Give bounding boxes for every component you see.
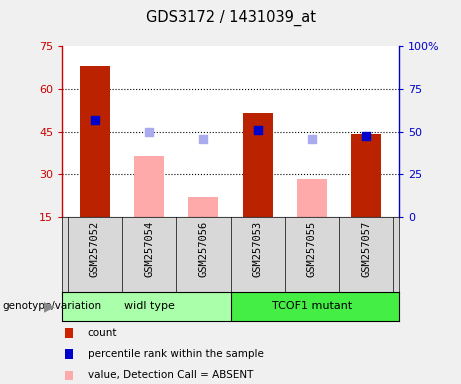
- Text: widl type: widl type: [124, 301, 175, 311]
- Text: percentile rank within the sample: percentile rank within the sample: [88, 349, 264, 359]
- Point: [254, 127, 261, 133]
- Bar: [230, 292, 399, 321]
- Point: [200, 136, 207, 142]
- Point: [362, 133, 370, 139]
- Text: GSM257054: GSM257054: [144, 221, 154, 277]
- Bar: [80, 66, 110, 217]
- Point: [91, 118, 99, 124]
- Text: GSM257053: GSM257053: [253, 221, 263, 277]
- Bar: [351, 134, 381, 217]
- Bar: [62, 292, 230, 321]
- Text: ▶: ▶: [44, 299, 54, 313]
- Bar: [189, 197, 219, 217]
- Text: GSM257057: GSM257057: [361, 221, 371, 277]
- Point: [308, 136, 316, 142]
- Text: count: count: [88, 328, 117, 338]
- Text: TCOF1 mutant: TCOF1 mutant: [272, 301, 352, 311]
- Text: value, Detection Call = ABSENT: value, Detection Call = ABSENT: [88, 370, 253, 381]
- Point: [145, 129, 153, 136]
- Text: GDS3172 / 1431039_at: GDS3172 / 1431039_at: [146, 10, 315, 26]
- Text: genotype/variation: genotype/variation: [2, 301, 101, 311]
- Bar: [134, 156, 164, 217]
- Text: GSM257055: GSM257055: [307, 221, 317, 277]
- Text: GSM257052: GSM257052: [90, 221, 100, 277]
- Text: GSM257056: GSM257056: [198, 221, 208, 277]
- Bar: [297, 179, 327, 217]
- Bar: [242, 113, 272, 217]
